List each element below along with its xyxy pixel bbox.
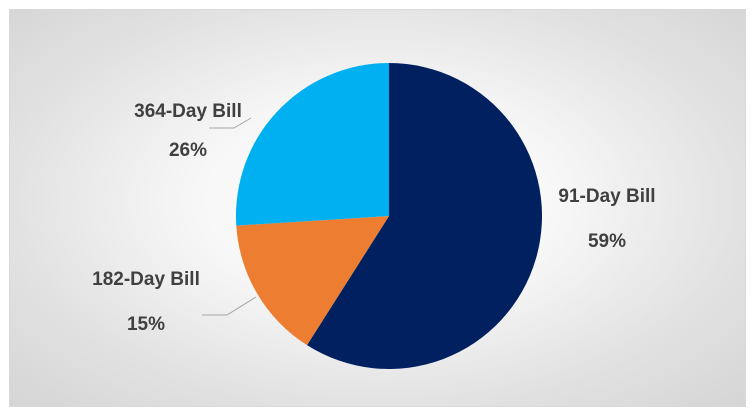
pie-slice-364-day-bill — [235, 63, 389, 226]
data-label-value-364-day-bill: 26% — [169, 140, 207, 161]
pie-slices — [235, 63, 543, 369]
pie-slice-182-day-bill — [236, 216, 389, 346]
pie-slice-91-day-bill — [307, 63, 543, 369]
leader-line-182-day-bill — [202, 296, 257, 316]
data-label-name-91-day-bill: 91-Day Bill — [558, 186, 655, 207]
data-label-value-182-day-bill: 15% — [127, 314, 165, 335]
data-labels: 91-Day Bill 59% 182-Day Bill 15% 364-Day… — [92, 101, 655, 335]
data-label-value-91-day-bill: 59% — [588, 231, 626, 252]
leader-line-364-day-bill — [209, 117, 252, 129]
leader-lines — [202, 117, 257, 316]
data-label-name-182-day-bill: 182-Day Bill — [92, 269, 200, 290]
data-label-name-364-day-bill: 364-Day Bill — [134, 101, 242, 122]
